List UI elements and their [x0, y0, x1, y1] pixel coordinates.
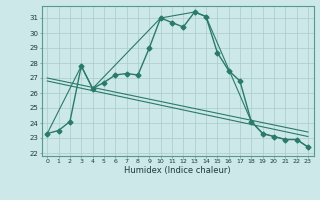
- X-axis label: Humidex (Indice chaleur): Humidex (Indice chaleur): [124, 166, 231, 175]
